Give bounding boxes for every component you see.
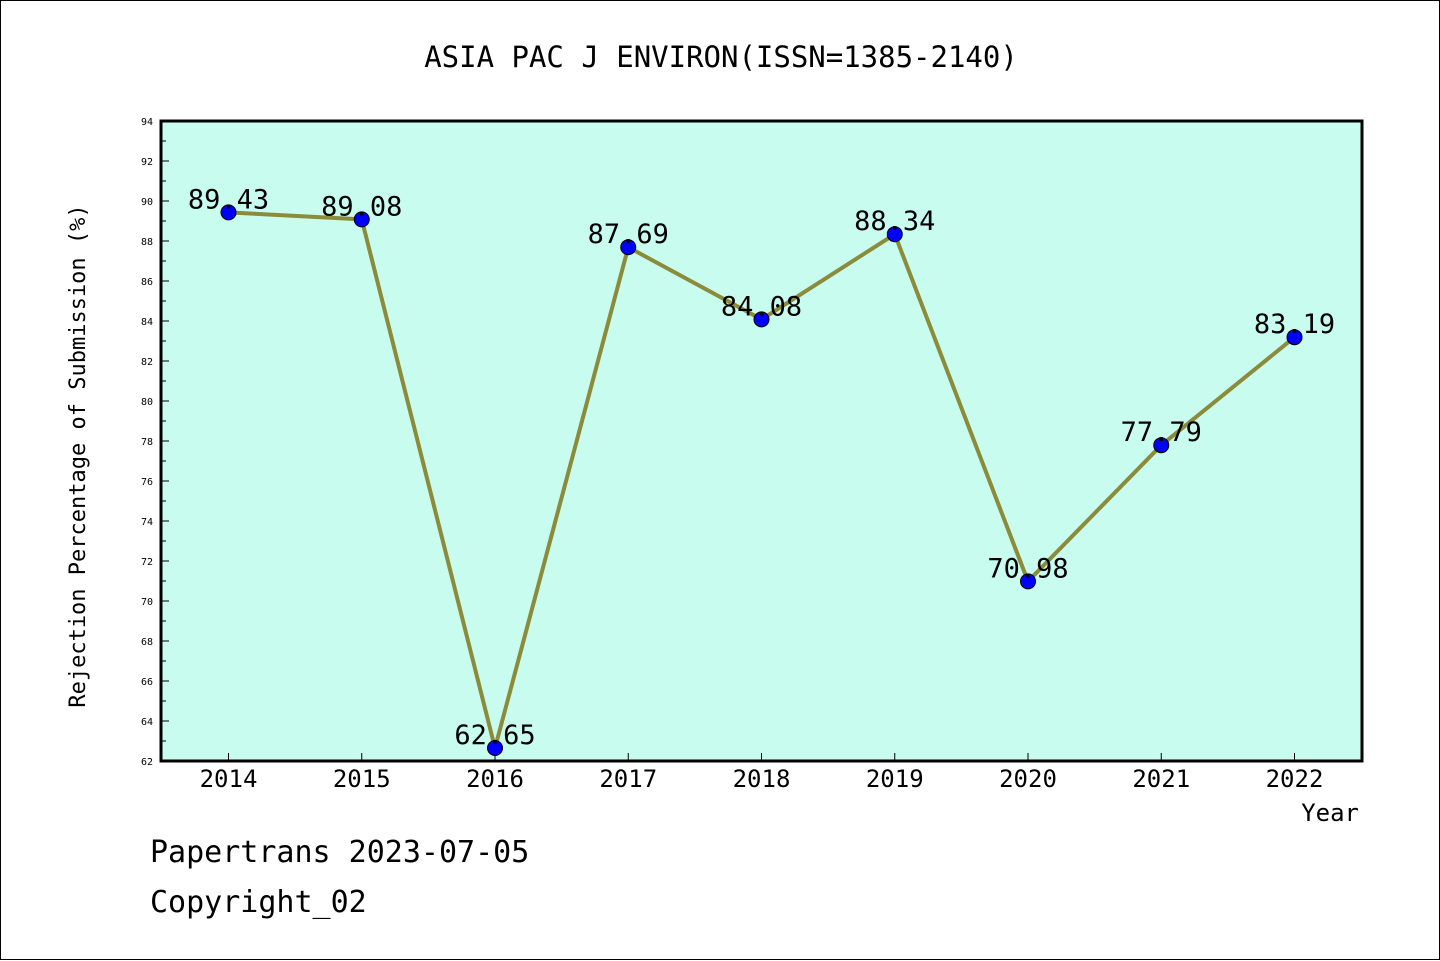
x-tick-label: 2014 (200, 765, 258, 793)
data-point (487, 740, 503, 756)
x-tick-label: 2015 (333, 765, 391, 793)
y-tick-label: 78 (141, 437, 153, 448)
y-tick-label: 66 (141, 677, 153, 688)
data-point (220, 204, 237, 221)
x-tick-label: 2022 (1266, 765, 1324, 793)
y-tick-label: 62 (141, 757, 153, 768)
y-tick-label: 86 (141, 277, 153, 288)
y-tick-label: 94 (141, 117, 153, 128)
x-tick-label: 2021 (1132, 765, 1190, 793)
data-point (1153, 437, 1170, 454)
data-point (1020, 573, 1036, 590)
data-label: 87.69 (588, 219, 669, 250)
footer-date: Papertrans 2023-07-05 (150, 835, 530, 870)
y-tick-label: 90 (141, 197, 153, 208)
data-point (620, 239, 637, 256)
footer-copyright: Copyright_02 (150, 885, 367, 920)
x-tick-label: 2017 (599, 765, 657, 793)
x-tick-label: 2018 (733, 765, 791, 793)
data-point (1286, 329, 1303, 346)
y-tick-label: 84 (141, 317, 153, 328)
data-label: 70.98 (987, 553, 1068, 584)
x-axis-label: Year (1301, 799, 1359, 827)
data-label: 89.43 (188, 184, 269, 215)
data-label: 88.34 (854, 206, 935, 237)
y-tick-label: 74 (141, 517, 153, 528)
y-tick-label: 70 (141, 597, 153, 608)
data-label: 84.08 (721, 291, 802, 322)
x-tick-label: 2016 (466, 765, 524, 793)
y-tick-label: 80 (141, 397, 153, 408)
data-point (353, 211, 370, 228)
y-tick-label: 82 (141, 357, 153, 368)
y-tick-label: 72 (141, 557, 153, 568)
data-label: 62.65 (454, 720, 535, 751)
y-tick-label: 68 (141, 637, 153, 648)
chart-title: ASIA PAC J ENVIRON(ISSN=1385-2140) (424, 40, 1018, 74)
x-tick-label: 2019 (866, 765, 924, 793)
y-tick-label: 76 (141, 477, 153, 488)
y-tick-label: 92 (141, 157, 153, 168)
x-tick-label: 2020 (999, 765, 1057, 793)
data-label: 77.79 (1121, 417, 1202, 448)
y-tick-label: 64 (141, 717, 153, 728)
plot-frame (159, 119, 1364, 763)
data-point (753, 311, 770, 328)
data-point (886, 226, 903, 243)
y-tick-label: 88 (141, 237, 153, 248)
data-label: 89.08 (321, 191, 402, 222)
y-axis-label: Rejection Percentage of Submission (%) (66, 204, 91, 707)
data-label: 83.19 (1254, 309, 1335, 340)
